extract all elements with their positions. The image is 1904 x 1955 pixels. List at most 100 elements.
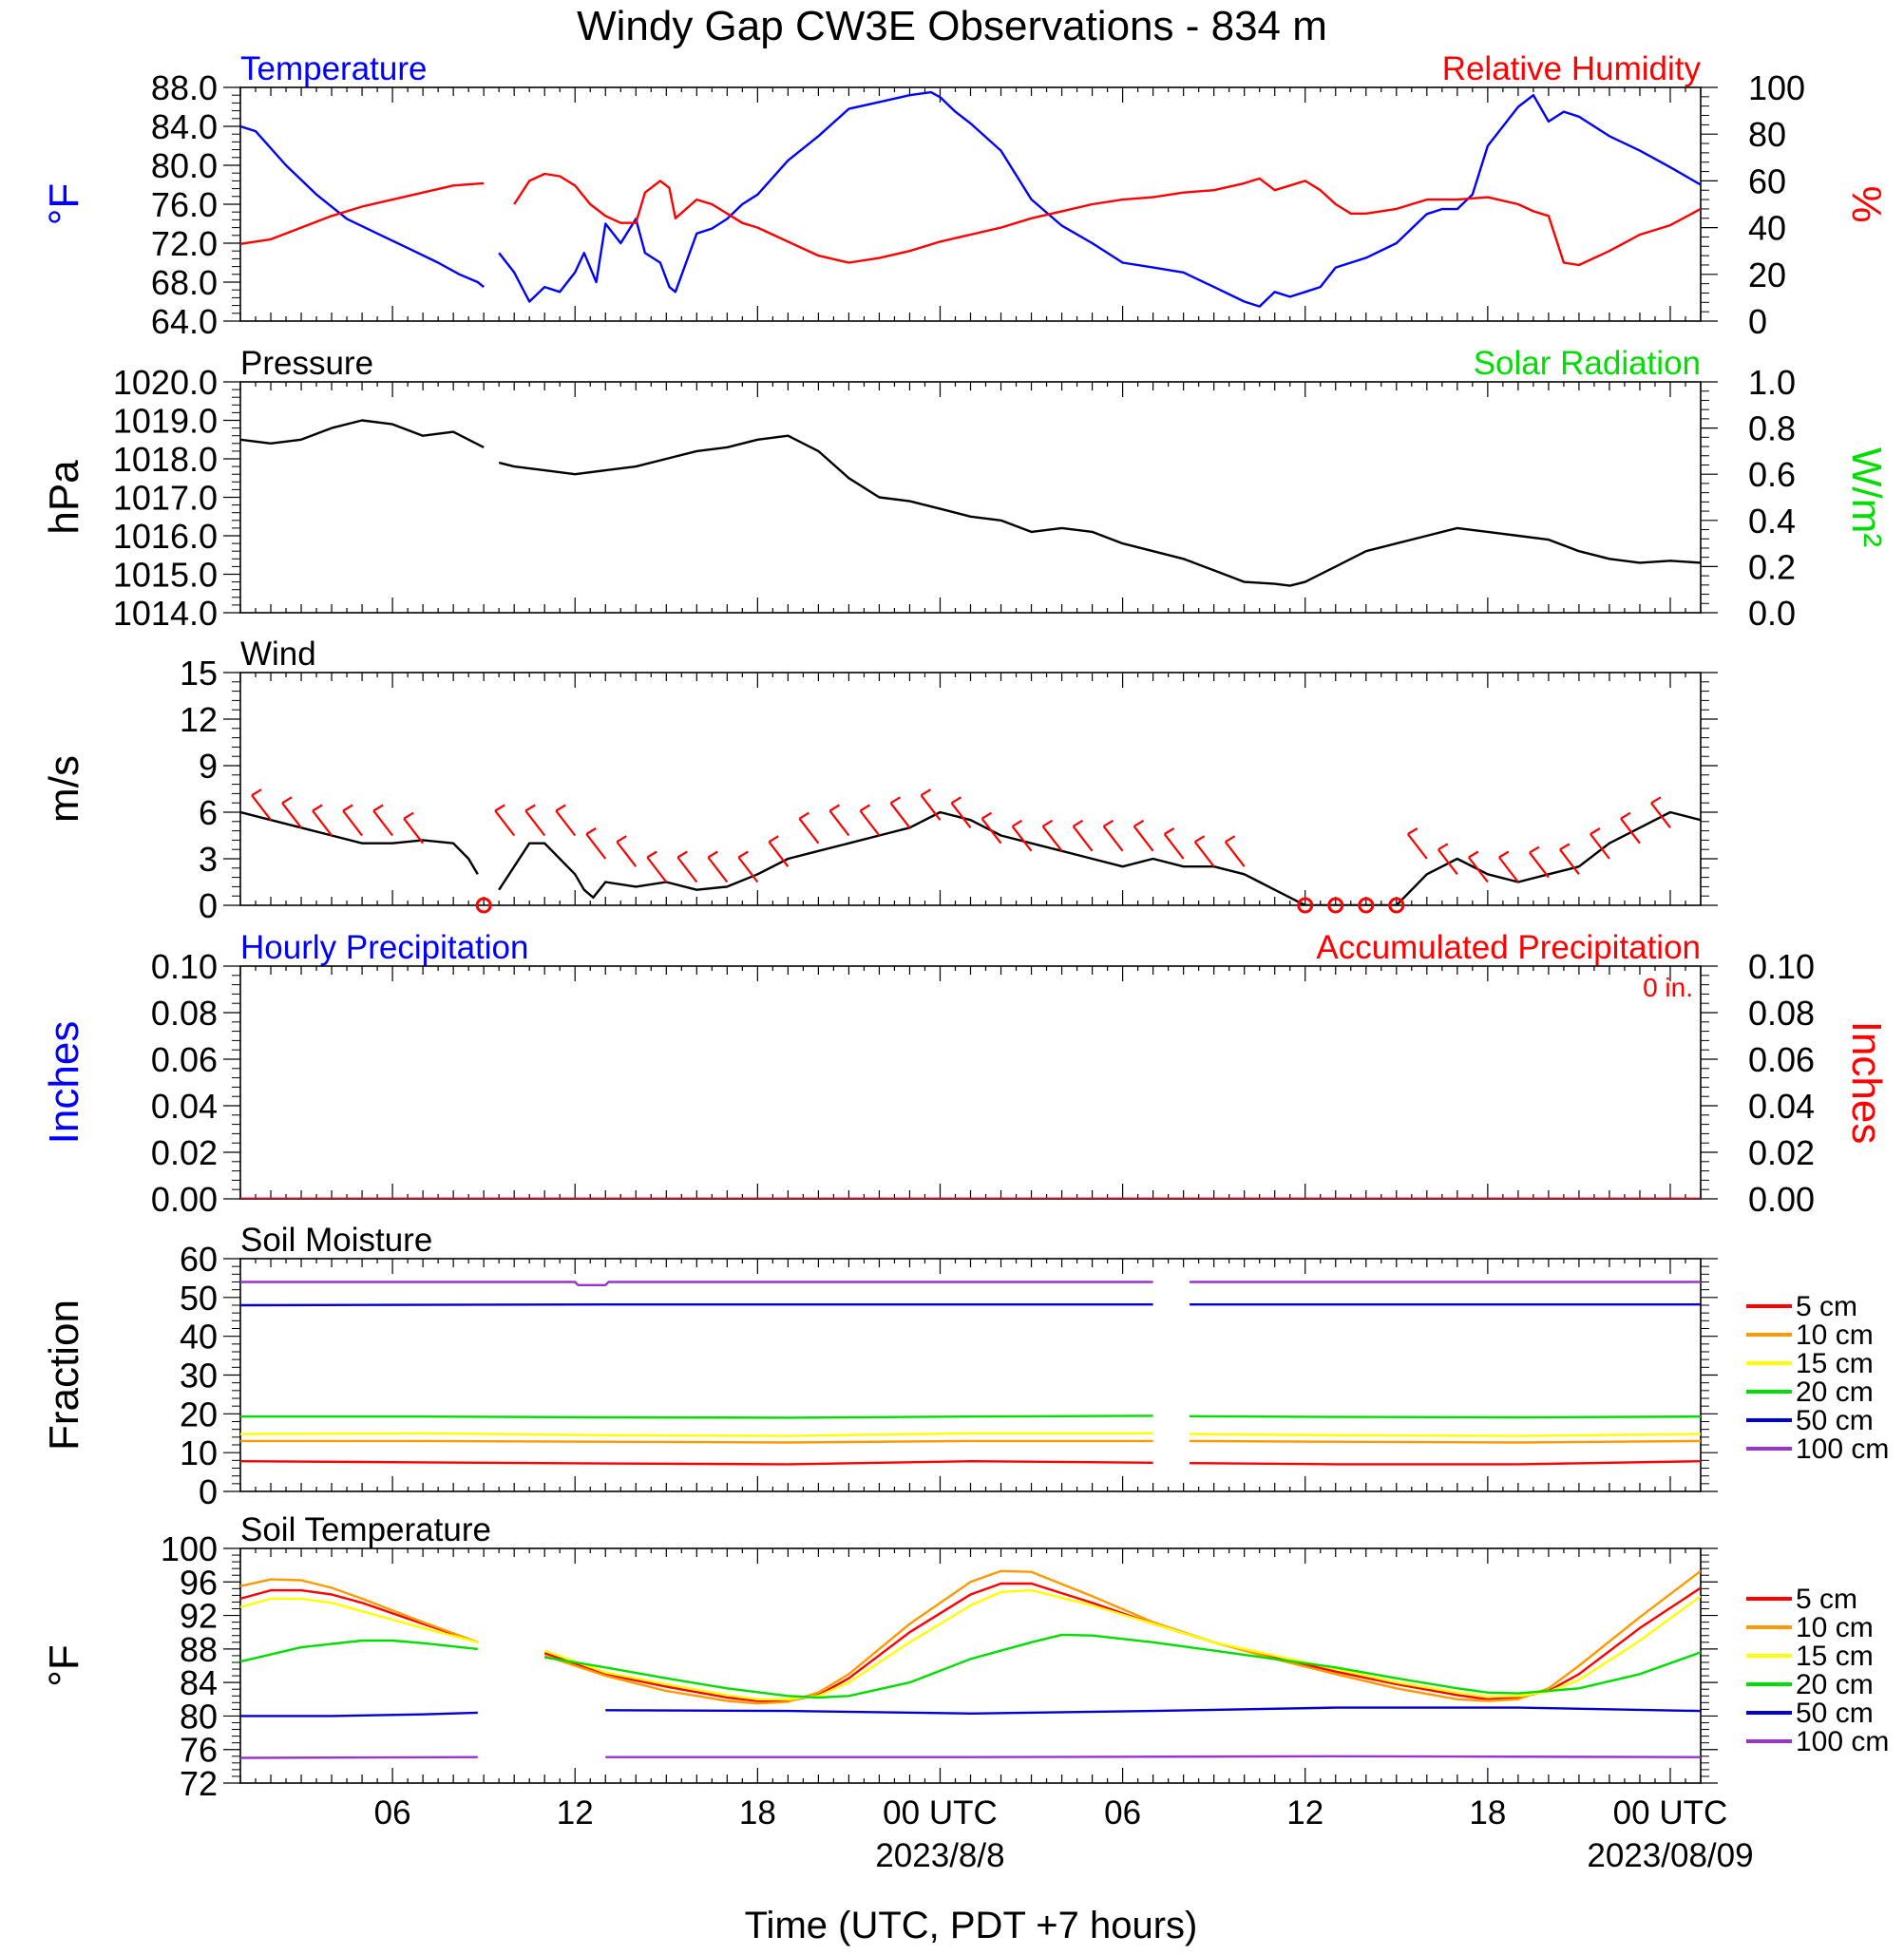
wind-barb-flag: [1407, 827, 1418, 835]
x-tick-label: 06: [374, 1794, 411, 1832]
y-tick-label: 84: [180, 1663, 218, 1702]
legend-label: 100 cm: [1796, 1726, 1889, 1757]
panels: 64.068.072.076.080.084.088.0020406080100…: [41, 50, 1890, 1803]
y-tick-label: 80.0: [151, 146, 218, 185]
y-tick-label: 76.0: [151, 185, 218, 224]
wind-barb-flag: [1468, 850, 1479, 859]
wind-barb-flag: [768, 835, 779, 844]
y-right-tick-label: 1.0: [1748, 363, 1796, 402]
wind-barb-flag: [1194, 835, 1206, 844]
wind-barb: [798, 817, 820, 845]
y-right-tick-label: 0.4: [1748, 502, 1796, 541]
y-tick-label: 0: [199, 1472, 218, 1511]
series-line-100-cm: [240, 1755, 1701, 1759]
y-right-tick-label: 40: [1748, 209, 1786, 248]
wind-barb-flag: [281, 796, 293, 805]
x-tick-label: 00 UTC: [1613, 1794, 1728, 1832]
calm-wind-marker: [1388, 897, 1405, 914]
y-axis-label: m/s: [41, 755, 87, 823]
wind-barb-flag: [1650, 796, 1662, 805]
y-tick-label: 100: [161, 1529, 218, 1568]
wind-barb-flag: [1073, 819, 1084, 827]
y-tick-label: 0.00: [151, 1180, 218, 1219]
wind-barb: [859, 809, 881, 837]
y-right-tick-label: 20: [1748, 256, 1786, 294]
series-line-50-cm: [240, 1303, 1701, 1307]
wind-barb: [555, 809, 577, 837]
wind-barb: [1498, 856, 1519, 883]
series-line-50-cm: [240, 1706, 1701, 1718]
legend-label: 10 cm: [1796, 1319, 1874, 1351]
panel-title: Hourly Precipitation: [240, 929, 528, 966]
wind-barb-flag: [494, 804, 505, 812]
wind-barb: [981, 817, 1002, 845]
y-right-tick-label: 0.2: [1748, 547, 1796, 586]
y-right-tick-label: 0.0: [1748, 594, 1796, 633]
wind-barb-flag: [1133, 819, 1145, 827]
wind-barb: [1437, 848, 1458, 876]
wind-barb: [281, 802, 302, 829]
series-line-pressure: [240, 419, 1701, 587]
series-line-temperature: [240, 90, 1701, 308]
series-line-10-cm: [240, 1439, 1701, 1444]
series-line-relative-humidity: [240, 172, 1701, 267]
wind-barb: [342, 809, 363, 837]
y-tick-label: 1020.0: [113, 363, 218, 402]
x-tick-label: 12: [1286, 1794, 1323, 1832]
y-tick-label: 1019.0: [113, 402, 218, 441]
y-tick-label: 3: [199, 840, 218, 879]
wind-barb: [707, 856, 729, 883]
legend-label: 20 cm: [1796, 1669, 1874, 1700]
wind-barb: [1559, 848, 1580, 876]
y-right-tick-label: 0.08: [1748, 994, 1815, 1033]
wind-barb-flag: [1041, 819, 1054, 827]
y-tick-label: 84.0: [151, 107, 218, 146]
y-axis-label: Inches: [41, 1021, 87, 1145]
panel-title: Temperature: [240, 50, 427, 87]
x-axis-label: Time (UTC, PDT +7 hours): [745, 1905, 1198, 1946]
wind-barb: [737, 856, 759, 883]
wind-barb: [1011, 826, 1033, 852]
wind-barb-flag: [707, 850, 718, 859]
wind-barb-flag: [676, 850, 688, 859]
y-tick-label: 72: [180, 1764, 218, 1803]
legend-label: 50 cm: [1796, 1698, 1874, 1729]
wind-barb-flag: [1590, 827, 1601, 835]
y-right-tick-label: 60: [1748, 161, 1786, 200]
legend-label: 10 cm: [1796, 1612, 1874, 1643]
wind-barb: [585, 833, 607, 860]
calm-wind-marker: [475, 897, 492, 914]
wind-barb-flag: [1164, 827, 1175, 835]
y-right-tick-label: 80: [1748, 115, 1786, 154]
wind-barb-flag: [616, 835, 627, 844]
y-tick-label: 0.02: [151, 1133, 218, 1172]
wind-barb: [312, 809, 333, 837]
panel-title: Soil Temperature: [240, 1511, 491, 1548]
x-date-label: 2023/8/8: [875, 1837, 1004, 1874]
wind-barb-flag: [646, 850, 657, 859]
y-tick-label: 1015.0: [113, 556, 218, 595]
panel-title: Soil Moisture: [240, 1222, 432, 1259]
x-date-label: 2023/08/09: [1587, 1837, 1753, 1874]
chart-title: Windy Gap CW3E Observations - 834 m: [577, 3, 1327, 49]
series-line-10-cm: [240, 1569, 1701, 1705]
wind-barb: [1620, 817, 1641, 845]
y-tick-label: 15: [180, 654, 218, 693]
legend-label: 100 cm: [1796, 1433, 1889, 1465]
series-line-wind: [240, 810, 1701, 905]
wind-barb-flag: [524, 804, 536, 812]
y-tick-label: 0.06: [151, 1040, 218, 1079]
x-axis: 06 12 18 00 UTC 06 12 18 00 UTC 2023/8/8 2023/08/…: [374, 1794, 1754, 1874]
series-line-5-cm: [240, 1460, 1701, 1466]
y-tick-label: 1016.0: [113, 517, 218, 556]
panel-right-title: Relative Humidity: [1442, 50, 1702, 87]
y-tick-label: 10: [180, 1433, 218, 1472]
wind-barb-flag: [950, 796, 962, 805]
y-tick-label: 50: [180, 1279, 218, 1318]
y-right-axis-label: %: [1843, 185, 1890, 222]
y-right-tick-label: 0.06: [1748, 1040, 1815, 1079]
y-tick-label: 6: [199, 793, 218, 832]
